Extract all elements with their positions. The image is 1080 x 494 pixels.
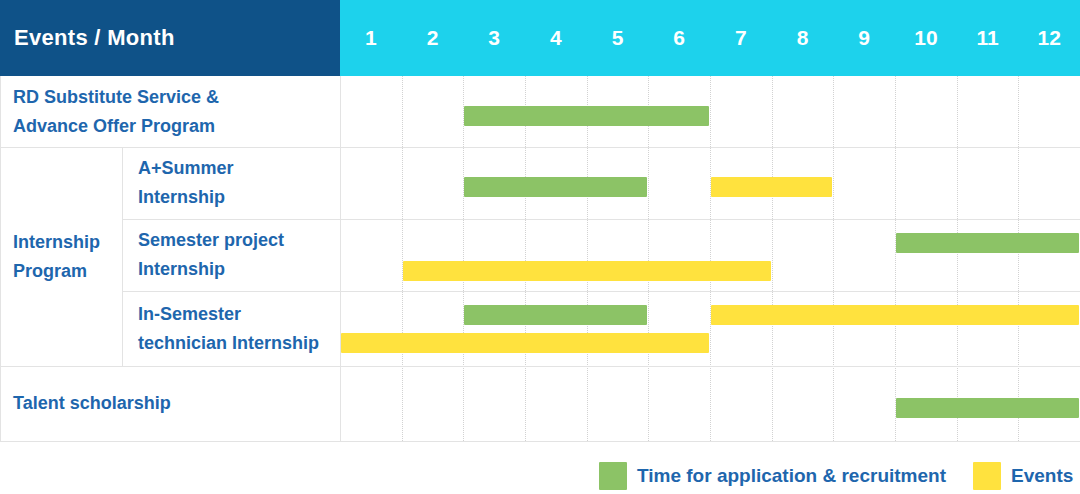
row-label-line: Advance Offer Program	[13, 112, 340, 141]
row-label-line: Semester project	[138, 226, 340, 255]
row-label-talent-scholarship: Talent scholarship	[0, 366, 340, 441]
gantt-bar-events	[403, 261, 771, 281]
month-header-row: 1 2 3 4 5 6 7 8 9 10 11 12	[340, 0, 1080, 76]
month-header-cell: 4	[525, 0, 587, 76]
gantt-bar-events	[711, 305, 1079, 325]
month-separator-line	[957, 76, 958, 441]
month-separator-line	[648, 76, 649, 441]
month-separator-line	[525, 76, 526, 441]
row-label-line: Talent scholarship	[13, 389, 340, 418]
row-label-a-plus-summer: A+Summer Internship	[122, 147, 340, 219]
gantt-bar-application	[464, 177, 647, 197]
row-divider-line	[122, 219, 1080, 220]
row-label-line: Internship	[138, 255, 340, 284]
row-label-line: Internship	[138, 183, 340, 212]
row-divider-line	[122, 291, 1080, 292]
gantt-bar-events	[341, 333, 709, 353]
group-subcolumn-divider-line	[122, 147, 123, 366]
gantt-bar-application	[464, 106, 709, 126]
month-header-cell: 8	[772, 0, 834, 76]
month-separator-line	[772, 76, 773, 441]
row-label-line: RD Substitute Service &	[13, 83, 340, 112]
legend-item-events: Events	[973, 462, 1073, 490]
row-label-line: In-Semester	[138, 300, 340, 329]
header-corner-cell: Events / Month	[0, 0, 340, 76]
gantt-bar-application	[896, 398, 1079, 418]
gantt-bar-events	[711, 177, 832, 197]
month-separator-line	[1018, 76, 1019, 441]
label-chart-divider-line	[340, 76, 341, 441]
month-separator-line	[463, 76, 464, 441]
group-label-internship-program: Internship Program	[0, 147, 122, 366]
legend-label-application: Time for application & recruitment	[637, 465, 946, 487]
month-separator-line	[587, 76, 588, 441]
month-header-cell: 10	[895, 0, 957, 76]
group-label-line: Internship	[13, 228, 122, 257]
row-label-line: A+Summer	[138, 154, 340, 183]
corner-label: Events / Month	[14, 25, 175, 51]
month-header-cell: 3	[463, 0, 525, 76]
legend-item-application: Time for application & recruitment	[599, 462, 946, 490]
gantt-bar-application	[896, 233, 1079, 253]
row-label-in-semester-technician: In-Semester technician Internship	[122, 291, 340, 366]
month-header-cell: 5	[587, 0, 649, 76]
month-header-cell: 2	[402, 0, 464, 76]
month-header-cell: 1	[340, 0, 402, 76]
legend-swatch-events-yellow	[973, 462, 1001, 490]
row-divider-line	[0, 366, 1080, 367]
month-header-cell: 11	[957, 0, 1019, 76]
row-label-semester-project: Semester project Internship	[122, 219, 340, 291]
month-header-cell: 9	[833, 0, 895, 76]
legend-label-events: Events	[1011, 465, 1073, 487]
month-header-cell: 7	[710, 0, 772, 76]
table-left-border	[0, 76, 1, 441]
month-header-cell: 12	[1018, 0, 1080, 76]
gantt-schedule-table: Events / Month 1 2 3 4 5 6 7 8 9 10 11 1…	[0, 0, 1080, 494]
month-header-cell: 6	[648, 0, 710, 76]
month-separator-line	[895, 76, 896, 441]
month-separator-line	[833, 76, 834, 441]
row-label-line: technician Internship	[138, 329, 340, 358]
month-separator-line	[710, 76, 711, 441]
group-label-line: Program	[13, 257, 122, 286]
legend-swatch-application-green	[599, 462, 627, 490]
row-label-rd-substitute: RD Substitute Service & Advance Offer Pr…	[0, 76, 340, 147]
table-bottom-border	[0, 441, 1080, 442]
month-separator-line	[402, 76, 403, 441]
gantt-bar-application	[464, 305, 647, 325]
row-divider-line	[0, 147, 1080, 148]
